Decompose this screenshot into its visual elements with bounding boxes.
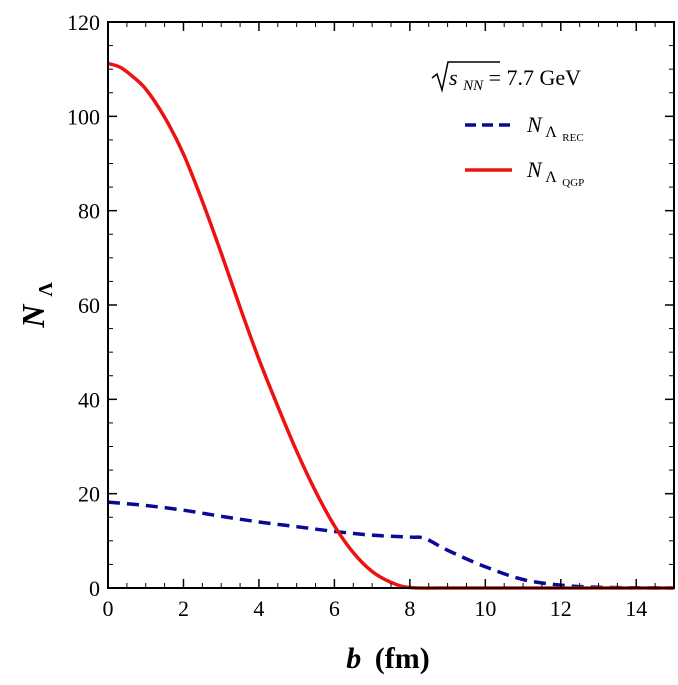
svg-text:s NN = 7.7 GeV: s NN = 7.7 GeV (449, 65, 581, 95)
x-axis-unit: (fm) (375, 642, 430, 675)
y-tick-label-80: 80 (78, 199, 100, 224)
legend: N Λ REC N Λ QGP (465, 112, 584, 189)
legend-rec-subsub: REC (562, 132, 583, 144)
x-axis-title: b (fm) (346, 642, 429, 675)
legend-entry-qgp: N Λ QGP (465, 157, 584, 189)
legend-qgp-main: N (526, 157, 543, 182)
axis-tick-labels: 0 2 4 6 8 10 12 14 0 20 40 60 80 100 120 (67, 10, 647, 621)
x-tick-label-14: 14 (625, 596, 647, 621)
svg-text:N Λ REC: N Λ REC (526, 112, 584, 144)
legend-rec-main: N (526, 112, 543, 137)
axis-ticks (107, 21, 675, 589)
plot-lines (107, 61, 675, 590)
legend-qgp-sub: Λ (545, 169, 557, 186)
energy-annotation: s NN = 7.7 GeV (431, 61, 581, 95)
legend-entry-rec: N Λ REC (465, 112, 584, 144)
y-tick-label-40: 40 (78, 387, 100, 412)
sqrt-sign (431, 61, 500, 93)
x-tick-label-2: 2 (178, 596, 189, 621)
x-tick-label-6: 6 (329, 596, 340, 621)
x-tick-label-0: 0 (103, 596, 114, 621)
x-axis-var: b (346, 642, 361, 675)
y-tick-label-0: 0 (89, 576, 100, 601)
y-axis-var: N (15, 303, 51, 329)
series-line-rec (107, 500, 675, 590)
y-tick-label-60: 60 (78, 293, 100, 318)
y-axis-sub: Λ (35, 282, 57, 297)
x-tick-label-4: 4 (253, 596, 264, 621)
x-tick-label-10: 10 (474, 596, 496, 621)
series-line-qgp (107, 61, 674, 590)
y-tick-label-120: 120 (67, 10, 100, 35)
annotation-sqrt-arg: s (449, 65, 458, 90)
y-tick-label-20: 20 (78, 482, 100, 507)
plot-frame (107, 21, 675, 589)
legend-rec-sub: Λ (545, 124, 557, 141)
y-axis-title: N Λ (15, 282, 57, 329)
x-tick-label-12: 12 (550, 596, 572, 621)
x-tick-label-8: 8 (404, 596, 415, 621)
y-tick-label-100: 100 (67, 104, 100, 129)
annotation-sqrt-sub: NN (462, 78, 484, 94)
annotation-energy: = 7.7 GeV (489, 65, 582, 90)
svg-text:N Λ QGP: N Λ QGP (526, 157, 584, 189)
legend-qgp-subsub: QGP (562, 177, 584, 189)
